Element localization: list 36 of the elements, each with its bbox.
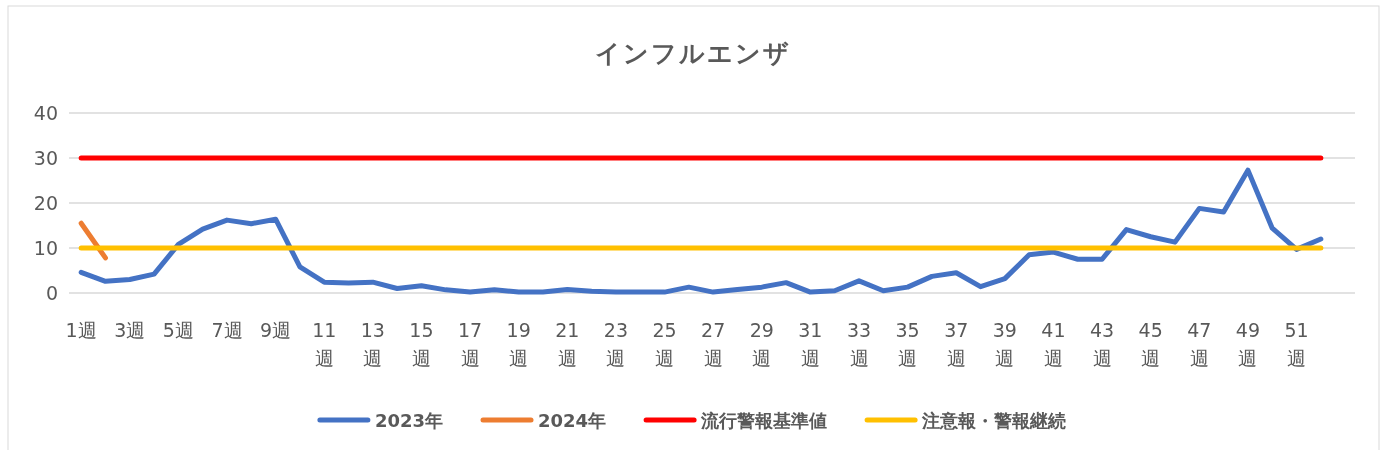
x-tick-label: 15週 [409, 319, 434, 369]
y-tick-label: 40 [33, 102, 58, 124]
x-tick-label: 1週 [65, 319, 97, 341]
x-tick-label: 45週 [1138, 319, 1163, 369]
legend-label: 注意報・警報継続 [921, 410, 1067, 431]
x-tick-label: 17週 [457, 319, 483, 369]
x-tick-label: 47週 [1187, 319, 1212, 369]
y-tick-label: 20 [33, 192, 58, 214]
x-tick-label: 3週 [114, 319, 146, 341]
x-tick-label: 19週 [506, 319, 531, 369]
x-tick-label: 23週 [603, 319, 629, 369]
x-tick-label: 27週 [701, 319, 726, 369]
y-tick-label: 0 [45, 282, 58, 304]
x-tick-label: 13週 [360, 319, 385, 369]
x-tick-label: 9週 [260, 319, 292, 341]
x-tick-label: 43週 [1089, 319, 1115, 369]
x-tick-label: 29週 [749, 319, 774, 369]
x-tick-label: 33週 [846, 319, 872, 369]
x-tick-label: 41週 [1041, 319, 1066, 369]
legend-label: 流行警報基準値 [700, 410, 828, 431]
x-tick-label: 5週 [162, 319, 194, 341]
x-tick-label: 37週 [944, 319, 969, 369]
x-tick-label: 11週 [312, 319, 337, 369]
x-tick-label: 25週 [652, 319, 677, 369]
y-tick-label: 30 [33, 147, 58, 169]
x-tick-label: 51週 [1284, 319, 1309, 369]
x-tick-label: 39週 [992, 319, 1017, 369]
y-tick-label: 10 [33, 237, 58, 259]
legend-label: 2024年 [538, 410, 607, 431]
x-tick-label: 7週 [211, 319, 243, 341]
x-tick-label: 31週 [798, 319, 823, 369]
legend-label: 2023年 [374, 410, 443, 431]
x-tick-label: 21週 [555, 319, 580, 369]
x-tick-label: 35週 [895, 319, 920, 369]
x-tick-label: 49週 [1235, 319, 1261, 369]
chart-title: インフルエンザ [595, 39, 791, 68]
